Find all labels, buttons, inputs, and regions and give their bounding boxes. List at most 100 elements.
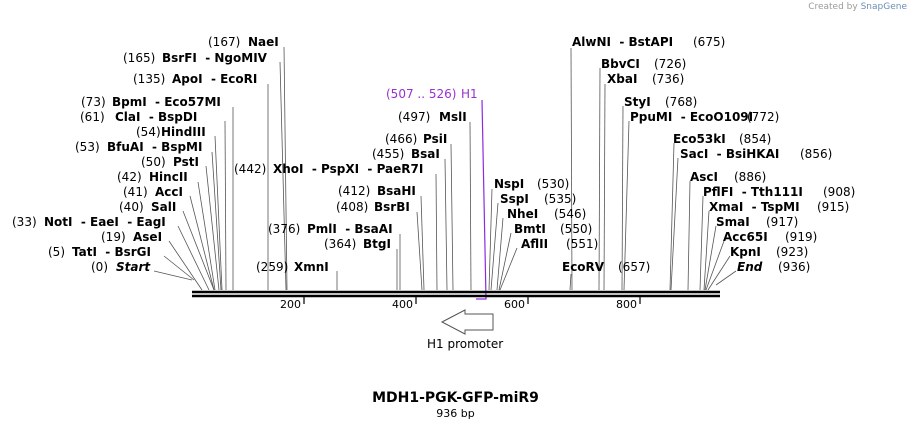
site-position: (376) <box>268 222 300 236</box>
restriction-site-label[interactable]: AlwNI - BstAPI <box>572 35 673 49</box>
restriction-site-label[interactable]: BmtI <box>514 222 546 236</box>
site-position: (936) <box>778 260 810 274</box>
restriction-site-label[interactable]: PpuMI - EcoO109I <box>630 110 753 124</box>
restriction-site-label[interactable]: XmnI <box>294 260 329 274</box>
restriction-site-label[interactable]: End <box>737 260 763 274</box>
restriction-site-label[interactable]: StyI <box>624 95 651 109</box>
primer-name: H1 <box>461 87 478 101</box>
restriction-site-label[interactable]: NaeI <box>248 35 279 49</box>
site-position: (61) <box>80 110 105 124</box>
restriction-site-label[interactable]: EcoRV <box>562 260 605 274</box>
restriction-site-label[interactable]: ClaI - BspDI <box>115 110 197 124</box>
site-position: (54) <box>136 125 161 139</box>
map-title: MDH1-PGK-GFP-miR9 <box>372 390 539 406</box>
restriction-site-label[interactable]: TatI - BsrGI <box>72 245 151 259</box>
site-labels: (167) NaeI (165) BsrFI - NgoMIV (135) ApoI - … <box>12 35 855 274</box>
restriction-site-label[interactable]: BsaI <box>411 147 440 161</box>
restriction-site-label[interactable]: Start <box>116 260 151 274</box>
restriction-site-label[interactable]: XmaI - TspMI <box>709 200 800 214</box>
site-position: (854) <box>739 132 771 146</box>
site-position: (42) <box>117 170 142 184</box>
restriction-site-label[interactable]: AscI <box>690 170 718 184</box>
site-position: (551) <box>566 237 598 251</box>
restriction-site-label[interactable]: SacI - BsiHKAI <box>680 147 779 161</box>
restriction-site-label[interactable]: BtgI <box>363 237 391 251</box>
site-position: (886) <box>734 170 766 184</box>
restriction-site-label[interactable]: PsiI <box>423 132 447 146</box>
primer-range: (507 .. 526) <box>386 87 456 101</box>
restriction-site-label[interactable]: HincII <box>149 170 188 184</box>
tick-label: 600 <box>504 298 525 311</box>
restriction-site-label[interactable]: BbvCI <box>601 57 640 71</box>
site-position: (530) <box>537 177 569 191</box>
site-position: (50) <box>141 155 166 169</box>
site-position: (908) <box>823 185 855 199</box>
site-position: (856) <box>800 147 832 161</box>
restriction-site-label[interactable]: BfuAI - BspMI <box>107 140 202 154</box>
site-position: (165) <box>123 51 155 65</box>
site-position: (364) <box>324 237 356 251</box>
site-position: (919) <box>785 230 817 244</box>
site-position: (915) <box>817 200 849 214</box>
restriction-site-label[interactable]: ApoI - EcoRI <box>172 72 257 86</box>
site-position: (466) <box>385 132 417 146</box>
restriction-site-label[interactable]: PmlI - BsaAI <box>307 222 393 236</box>
map-length: 936 bp <box>436 407 475 420</box>
site-position: (167) <box>208 35 240 49</box>
site-position: (408) <box>336 200 368 214</box>
restriction-site-label[interactable]: KpnI <box>730 245 761 259</box>
restriction-site-label[interactable]: PflFI - Tth111I <box>703 185 803 199</box>
site-position: (455) <box>372 147 404 161</box>
site-position: (736) <box>652 72 684 86</box>
site-position: (550) <box>560 222 592 236</box>
restriction-site-label[interactable]: NheI <box>507 207 538 221</box>
restriction-site-label[interactable]: AflII <box>521 237 548 251</box>
restriction-site-label[interactable]: XbaI <box>607 72 637 86</box>
site-position: (917) <box>766 215 798 229</box>
primer-h1[interactable]: (507 .. 526) H1 <box>386 87 487 300</box>
site-position: (33) <box>12 215 37 229</box>
restriction-site-label[interactable]: NotI - EaeI - EagI <box>44 215 166 229</box>
restriction-site-label[interactable]: SalI <box>151 200 176 214</box>
restriction-site-label[interactable]: XhoI - PspXI - PaeR7I <box>273 162 423 176</box>
restriction-site-label[interactable]: NspI <box>494 177 524 191</box>
restriction-site-label[interactable]: HindIII <box>161 125 206 139</box>
site-position: (0) <box>91 260 108 274</box>
restriction-site-label[interactable]: SspI <box>500 192 529 206</box>
site-position: (535) <box>544 192 576 206</box>
tick-label: 400 <box>392 298 413 311</box>
dna-backbone <box>192 290 720 298</box>
restriction-site-label[interactable]: BsrFI - NgoMIV <box>162 51 268 65</box>
credit-prefix: Created by <box>808 2 858 12</box>
site-position: (726) <box>654 57 686 71</box>
restriction-site-label[interactable]: AccI <box>155 185 183 199</box>
restriction-site-label[interactable]: SmaI <box>716 215 750 229</box>
site-position: (768) <box>665 95 697 109</box>
site-position: (497) <box>398 110 430 124</box>
snapgene-logo-text: SnapGene <box>860 2 907 12</box>
restriction-site-label[interactable]: PstI <box>173 155 199 169</box>
site-position: (19) <box>101 230 126 244</box>
feature-h1-promoter[interactable]: H1 promoter <box>427 309 503 351</box>
site-position: (73) <box>81 95 106 109</box>
restriction-site-label[interactable]: BsaHI <box>377 184 416 198</box>
site-position: (442) <box>234 162 266 176</box>
site-leader-lines <box>153 46 737 291</box>
restriction-site-label[interactable]: Acc65I <box>723 230 768 244</box>
site-position: (923) <box>776 245 808 259</box>
restriction-site-label[interactable]: MslI <box>439 110 467 124</box>
site-position: (657) <box>618 260 650 274</box>
restriction-site-label[interactable]: Eco53kI <box>673 132 726 146</box>
tick-label: 800 <box>616 298 637 311</box>
snapgene-credit: Created by SnapGene <box>808 2 907 12</box>
tick-label: 200 <box>280 298 301 311</box>
site-position: (675) <box>693 35 725 49</box>
restriction-site-label[interactable]: AseI <box>133 230 162 244</box>
site-position: (412) <box>338 184 370 198</box>
site-position: (41) <box>123 185 148 199</box>
restriction-site-label[interactable]: BsrBI <box>374 200 410 214</box>
site-position: (40) <box>119 200 144 214</box>
restriction-site-label[interactable]: BpmI - Eco57MI <box>112 95 221 109</box>
axis-ticks: 200 400 600 800 <box>280 297 641 311</box>
